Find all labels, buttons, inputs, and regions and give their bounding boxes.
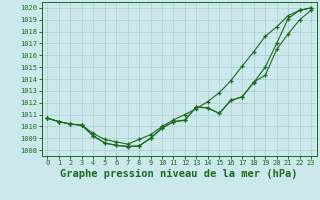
X-axis label: Graphe pression niveau de la mer (hPa): Graphe pression niveau de la mer (hPa) — [60, 169, 298, 179]
